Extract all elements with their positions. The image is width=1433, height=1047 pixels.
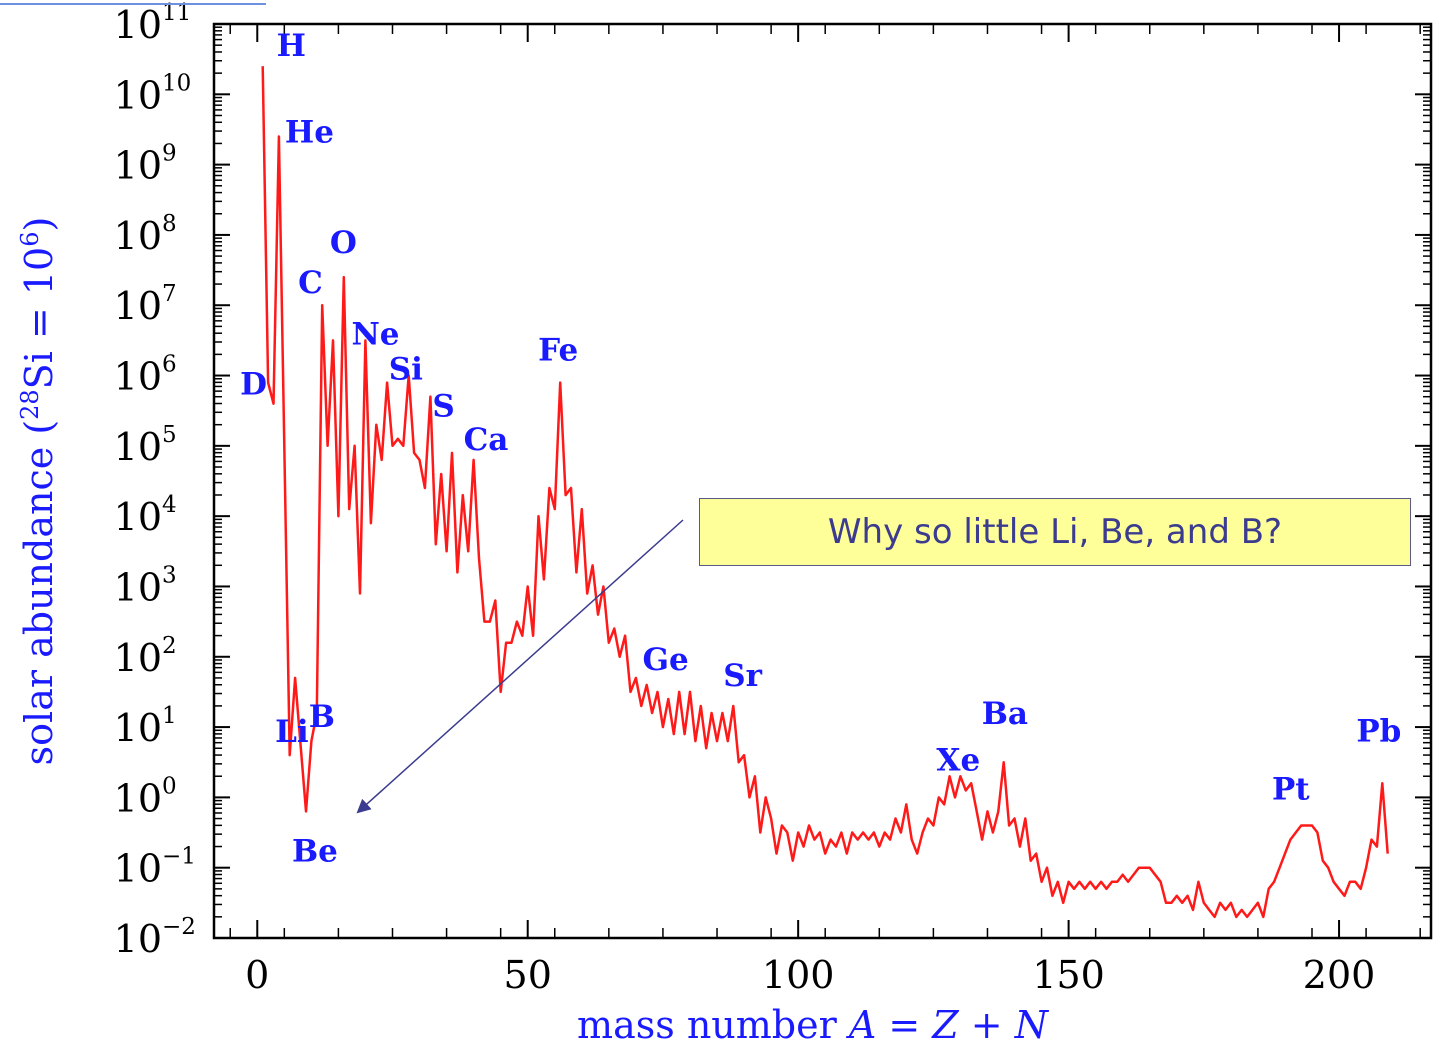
element-label-ca: Ca (464, 422, 509, 458)
element-label-he: He (285, 114, 334, 150)
y-tick-exponent: 3 (162, 562, 177, 588)
element-label-fe: Fe (538, 333, 578, 369)
x-axis-title: mass number A = Z + N (577, 1003, 1050, 1047)
element-label-h: H (277, 28, 306, 64)
y-tick-exponent: 5 (162, 422, 177, 448)
y-tick-label: 10 (114, 917, 162, 961)
element-label-si: Si (389, 352, 423, 388)
y-tick-label: 10 (114, 636, 162, 680)
element-label-o: O (330, 225, 357, 261)
x-tick-label: 50 (504, 953, 552, 997)
y-tick-exponent: 9 (162, 141, 177, 167)
element-label-b: B (309, 699, 335, 735)
x-tick-label: 100 (762, 953, 835, 997)
callout-arrow (356, 519, 684, 814)
callout-text: Why so little Li, Be, and B? (827, 512, 1283, 552)
corner-link-underline (0, 3, 266, 5)
y-tick-exponent: 10 (162, 70, 191, 96)
y-tick-label: 10 (114, 3, 162, 47)
callout-box: Why so little Li, Be, and B? (699, 498, 1411, 566)
y-tick-label: 10 (114, 425, 162, 469)
y-tick-exponent: −2 (162, 914, 196, 940)
y-tick-label: 10 (114, 776, 162, 820)
element-label-xe: Xe (936, 742, 980, 778)
y-tick-label: 10 (114, 284, 162, 328)
element-label-sr: Sr (723, 658, 762, 694)
element-label-be: Be (292, 833, 338, 869)
y-tick-exponent: 6 (162, 352, 177, 378)
y-tick-exponent: 7 (162, 281, 177, 307)
element-label-ne: Ne (351, 316, 399, 352)
element-label-pt: Pt (1272, 772, 1310, 808)
y-axis-title: solar abundance (28Si = 106) (16, 217, 61, 766)
y-tick-exponent: 2 (162, 633, 177, 659)
element-label-pb: Pb (1356, 713, 1401, 749)
x-tick-label: 200 (1303, 953, 1376, 997)
y-tick-exponent: 8 (162, 211, 177, 237)
y-tick-label: 10 (114, 706, 162, 750)
element-label-s: S (432, 389, 454, 425)
y-tick-exponent: −1 (162, 844, 196, 870)
y-tick-label: 10 (114, 355, 162, 399)
element-label-ba: Ba (982, 696, 1028, 732)
y-tick-label: 10 (114, 144, 162, 188)
element-label-li: Li (275, 714, 309, 750)
abundance-series-line (261, 66, 1389, 919)
y-tick-label: 10 (114, 495, 162, 539)
y-tick-exponent: 0 (162, 773, 177, 799)
y-tick-exponent: 1 (162, 703, 177, 729)
element-label-d: D (240, 367, 267, 403)
plot-frame (212, 22, 1433, 940)
y-tick-label: 10 (114, 847, 162, 891)
y-tick-exponent: 4 (162, 492, 177, 518)
y-tick-label: 10 (114, 565, 162, 609)
x-tick-label: 150 (1032, 953, 1105, 997)
x-tick-label: 0 (245, 953, 269, 997)
element-label-ge: Ge (643, 642, 689, 678)
y-tick-label: 10 (114, 73, 162, 117)
y-tick-label: 10 (114, 214, 162, 258)
element-label-c: C (298, 265, 323, 301)
